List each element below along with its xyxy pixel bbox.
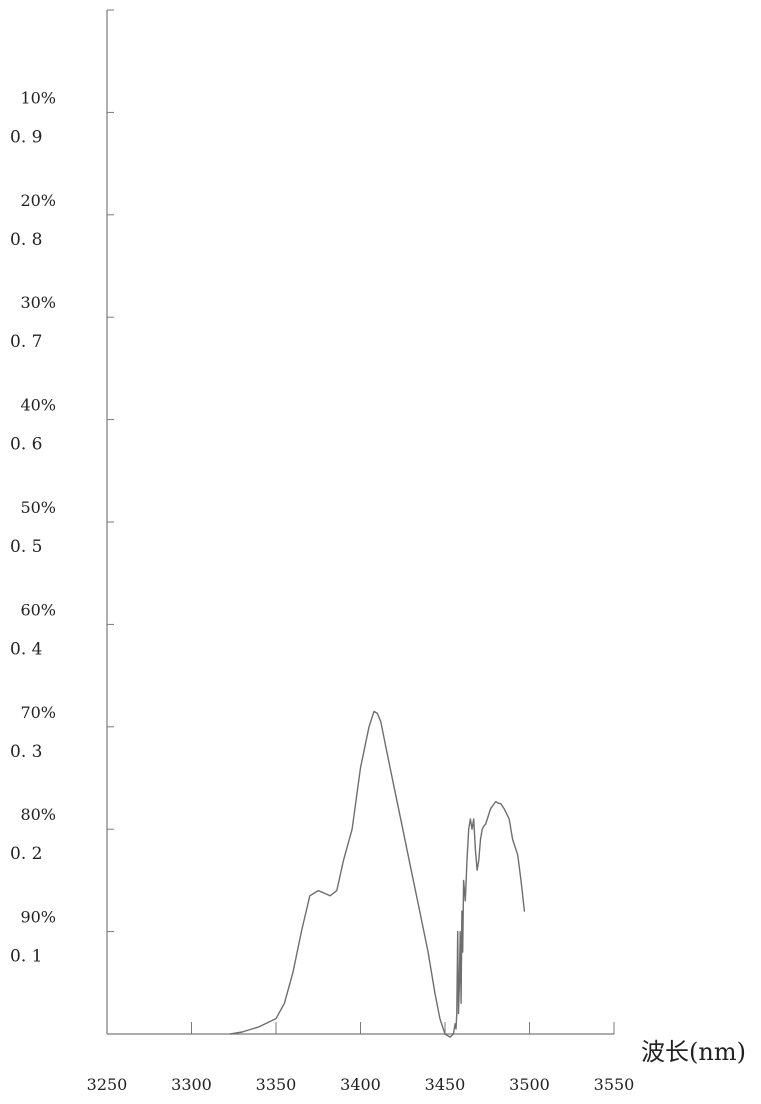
series-layer [229, 710, 526, 1038]
x-tick-label: 3350 [256, 1075, 297, 1094]
x-tick-label: 3250 [87, 1075, 128, 1094]
y-tick-value-label: 0. 2 [10, 844, 42, 864]
y-tick-percent-label: 60% [20, 600, 56, 619]
y-tick-percent-label: 70% [20, 703, 56, 722]
y-tick-value-label: 0. 3 [10, 742, 42, 762]
x-axis-ticks: 3250 3300 3350 3400 3450 3500 3550 [87, 1022, 635, 1094]
x-tick-label: 3500 [509, 1075, 550, 1094]
y-tick-percent-label: 50% [20, 498, 56, 517]
x-tick-label: 3450 [425, 1075, 466, 1094]
y-tick-value-label: 0. 1 [10, 947, 42, 967]
series-line-0 [229, 710, 526, 1038]
y-tick-percent-label: 40% [20, 396, 56, 415]
y-tick-value-label: 0. 6 [10, 435, 42, 455]
y-tick-percent-label: 30% [20, 293, 56, 312]
y-tick-value-label: 0. 5 [10, 537, 42, 557]
x-tick-label: 3300 [171, 1075, 212, 1094]
y-tick-percent-label: 80% [20, 805, 56, 824]
y-tick-percent-label: 10% [20, 88, 56, 107]
y-tick-value-label: 0. 7 [10, 332, 42, 352]
y-axis-ticks: 10% 0. 9 20% 0. 8 30% 0. 7 40% 0. 6 50% 0. 5 60% 0.… [10, 9, 114, 967]
y-tick-percent-label: 90% [20, 908, 56, 927]
x-tick-label: 3550 [594, 1075, 635, 1094]
y-tick-percent-label: 20% [20, 191, 56, 210]
x-tick-label: 3400 [340, 1075, 381, 1094]
y-tick-value-label: 0. 9 [10, 127, 42, 147]
y-tick-value-label: 0. 4 [10, 639, 42, 659]
x-axis-label: 波长(nm) [641, 1038, 746, 1066]
y-tick-value-label: 0. 8 [10, 230, 42, 250]
